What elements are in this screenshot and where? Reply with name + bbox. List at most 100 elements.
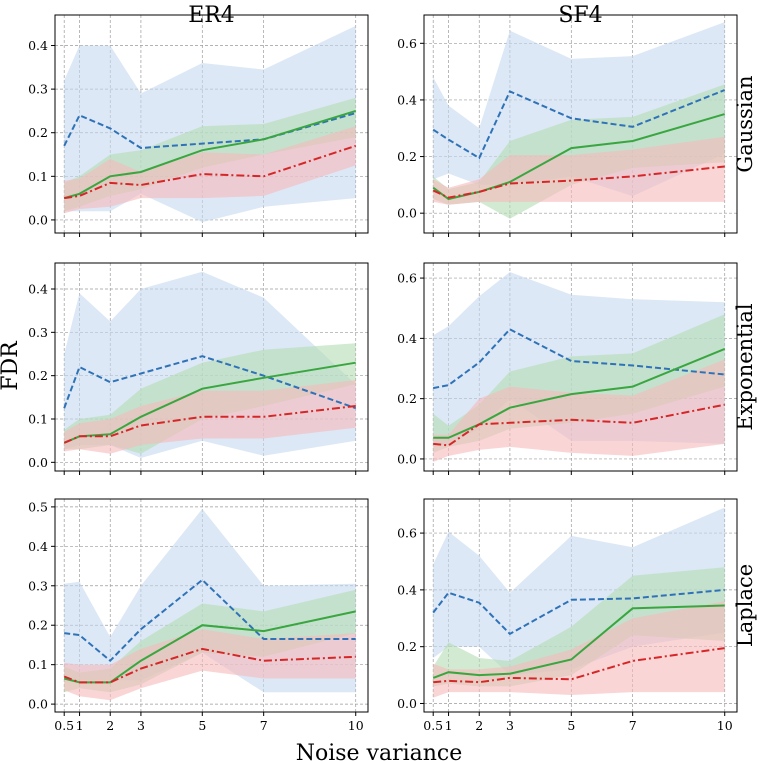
x-tick-label: 3 [506,718,514,733]
column-title: SF4 [558,3,602,28]
x-tick-label: 10 [717,718,733,733]
lines [432,588,725,684]
series-green-line [432,604,725,679]
panel-frame [54,262,369,472]
panel-r1-1-1: 0.0 0.2 0.4 0.6 Exponential [397,262,757,475]
series-red-line [433,403,725,447]
x-tick-label: 0.5 [423,718,443,733]
y-tick-label: 0.3 [28,578,48,593]
y-tick-label: 0.1 [28,657,48,672]
row-label: Laplace [733,564,757,647]
y-tick-label: 0.4 [397,582,417,597]
y-axis: 0.0 0.2 0.4 0.6 [397,526,424,711]
y-axis: 0.0 0.2 0.4 0.6 [397,36,424,221]
series-green-line [433,347,726,439]
panel-SF4-0-1: 0.0 0.2 0.4 0.6 SF4 Gaussian [397,3,757,237]
y-axis: 0.0 0.1 0.2 0.3 0.4 0.5 [28,499,55,712]
y-tick-label: 0.1 [28,169,48,184]
y-axis: 0.0 0.1 0.2 0.3 0.4 [28,282,55,470]
panels-container: 0.0 0.1 0.2 0.3 0.4 ER4 0.0 0.2 0.4 0.6 SF4 Gaussia… [28,3,757,733]
series-green-line [63,109,356,200]
bands [64,508,356,701]
series-green-line [432,113,725,201]
x-tick-label: 1 [76,718,84,733]
bands [433,272,725,462]
x-tick-label: 1 [445,718,453,733]
row-label: Gaussian [733,75,757,172]
series-blue-line [433,328,725,390]
panel-r2-2-1: 0.0 0.2 0.4 0.6 0.5 1 2 3 5 7 10 Laplace [397,498,757,733]
y-tick-label: 0.2 [28,125,48,140]
series-blue-line [432,89,726,160]
x-tick-label: 5 [567,718,575,733]
panel-frame [423,262,738,472]
y-tick-label: 0.2 [397,391,417,406]
y-tick-label: 0.2 [28,368,48,383]
y-tick-label: 0.4 [397,331,417,346]
x-tick-label: 0.5 [54,718,74,733]
row-label: Exponential [733,303,757,430]
bands [64,271,356,458]
x-axis [63,233,357,237]
y-tick-label: 0.0 [397,696,417,711]
lines [432,89,726,201]
series-red-line [63,647,356,684]
x-axis: 0.5 1 2 3 5 7 10 [54,712,364,733]
x-tick-label: 10 [348,718,364,733]
y-tick-label: 0.0 [28,455,48,470]
series-blue-line [432,588,725,636]
x-tick-label: 5 [198,718,206,733]
y-tick-label: 0.4 [28,282,48,297]
series-red-line [432,165,725,199]
series-red-line [64,144,357,200]
y-tick-label: 0.3 [28,325,48,340]
x-tick-label: 7 [260,718,268,733]
y-tick-label: 0.5 [28,499,48,514]
y-axis: 0.0 0.1 0.2 0.3 0.4 [28,38,55,227]
series-red-band [433,136,725,205]
x-tick-label: 2 [106,718,114,733]
panel-frame [423,498,738,713]
panel-ER4-0-0: 0.0 0.1 0.2 0.3 0.4 ER4 [28,3,369,237]
y-tick-label: 0.4 [397,92,417,107]
y-tick-label: 0.4 [28,539,48,554]
x-axis: 0.5 1 2 3 5 7 10 [423,712,733,733]
x-tick-label: 3 [137,718,145,733]
series-blue-line [64,578,356,663]
panel-r2-2-0: 0.00.10.20.30.40.50.5 1 2 3 5 7 10 [28,498,369,733]
series-green-band [433,567,725,687]
lines [63,109,357,200]
y-tick-label: 0.0 [28,212,48,227]
column-title: ER4 [188,3,235,28]
lines [63,355,357,444]
y-axis-label: FDR [0,340,23,391]
y-tick-label: 0.6 [397,526,417,541]
y-tick-label: 0.4 [28,38,48,53]
y-tick-label: 0.0 [397,206,417,221]
lines [63,578,356,684]
panel-frame [423,14,738,234]
x-tick-label: 2 [475,718,483,733]
lines [433,328,726,447]
x-axis [63,471,357,475]
y-tick-label: 0.1 [28,412,48,427]
y-tick-label: 0.0 [397,451,417,466]
y-tick-label: 0.6 [397,36,417,51]
series-red-band [433,359,725,462]
y-tick-label: 0.3 [28,82,48,97]
x-tick-label: 7 [629,718,637,733]
panel-frame [54,14,369,234]
bands [433,22,725,219]
series-red-line [63,405,356,444]
x-axis [432,233,726,237]
panel-r1-1-0: 0.0 0.1 0.2 0.3 0.4 [28,262,369,475]
y-axis: 0.0 0.2 0.4 0.6 [397,271,424,466]
series-blue-line [63,355,357,410]
series-red-band [64,126,356,214]
y-tick-label: 0.2 [28,618,48,633]
series-red-band [64,629,356,701]
y-tick-label: 0.6 [397,271,417,286]
y-tick-label: 0.0 [28,697,48,712]
y-tick-label: 0.2 [397,639,417,654]
